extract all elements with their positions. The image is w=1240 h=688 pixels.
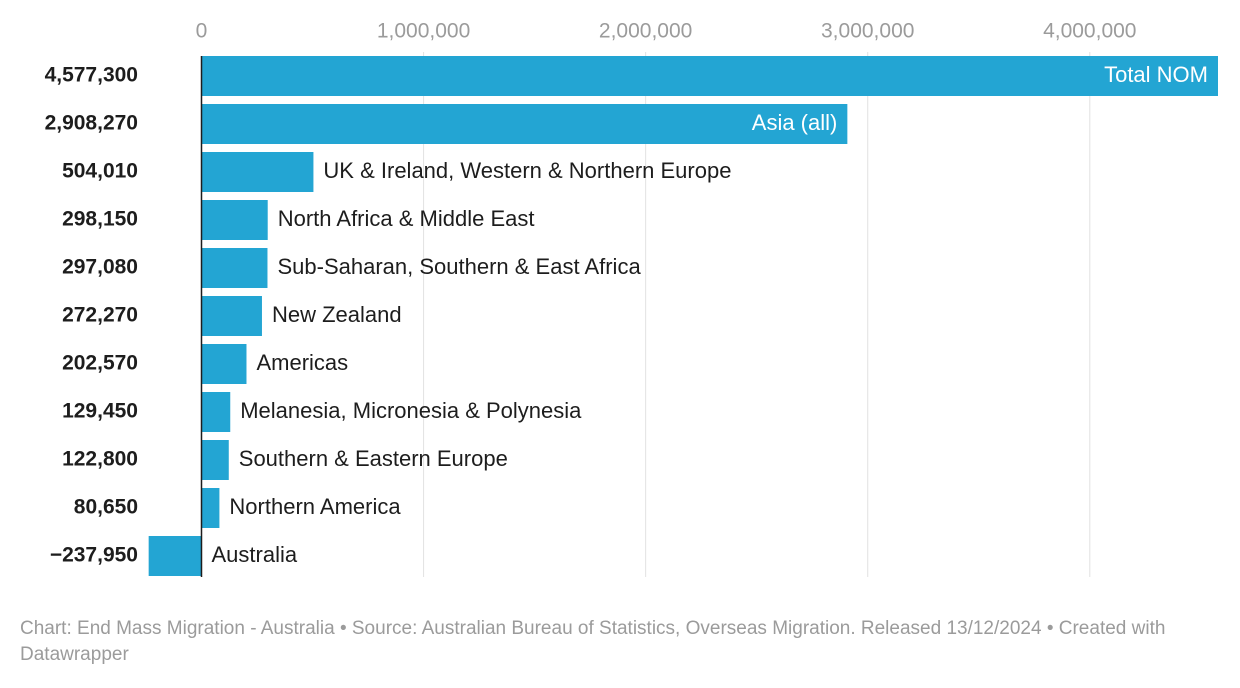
bar [148,536,202,576]
bar-category-label: UK & Ireland, Western & Northern Europe [323,158,731,183]
x-tick-label: 0 [196,20,208,43]
bar [201,296,262,336]
bar-category-label: Asia (all) [752,110,838,135]
bar [201,440,229,480]
bar-value-label: 129,450 [62,400,138,423]
x-tick-label: 3,000,000 [821,20,914,43]
bar-value-label: −237,950 [50,544,138,567]
bar-category-label: New Zealand [272,302,402,327]
bar-value-label: 80,650 [74,496,138,519]
bar [201,152,314,192]
bar-category-label: Americas [256,350,348,375]
bar-value-label: 122,800 [62,448,138,471]
bar-value-label: 298,150 [62,208,138,231]
bar-category-label: Total NOM [1104,62,1208,87]
bar-value-label: 504,010 [62,160,138,183]
bar [201,56,1218,96]
bar [201,104,848,144]
x-tick-label: 1,000,000 [377,20,470,43]
bar-category-label: Southern & Eastern Europe [239,446,508,471]
bar [201,200,268,240]
bar-labels: 4,577,300 Total NOM 2,908,270 Asia (all) 504… [45,62,1208,567]
bar [201,248,268,288]
bar-category-label: Northern America [229,494,401,519]
bar-value-label: 272,270 [62,304,138,327]
bars [148,56,1218,576]
chart-footer: Chart: End Mass Migration - Australia • … [20,616,1220,668]
bar-value-label: 202,570 [62,352,138,375]
bar [201,488,220,528]
bar-chart: 0 1,000,000 2,000,000 3,000,000 4,000,000 4,… [45,20,1218,577]
bar-category-label: Australia [212,542,298,567]
bar-value-label: 4,577,300 [45,64,138,87]
bar-value-label: 2,908,270 [45,112,138,135]
footer-text: Chart: End Mass Migration - Australia • … [20,618,1166,665]
x-axis-ticks: 0 1,000,000 2,000,000 3,000,000 4,000,000 [196,20,1137,43]
bar [201,344,247,384]
x-tick-label: 2,000,000 [599,20,692,43]
bar-category-label: North Africa & Middle East [278,206,535,231]
bar-category-label: Melanesia, Micronesia & Polynesia [240,398,582,423]
bar-value-label: 297,080 [62,256,138,279]
bar-category-label: Sub-Saharan, Southern & East Africa [277,254,641,279]
x-tick-label: 4,000,000 [1043,20,1136,43]
bar [201,392,231,432]
